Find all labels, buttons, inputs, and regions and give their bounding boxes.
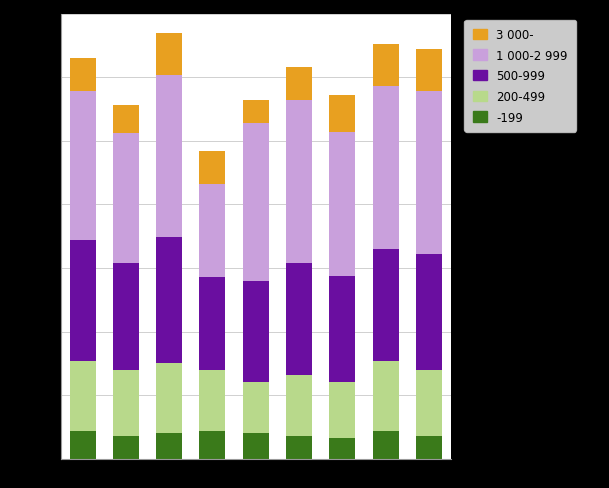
Bar [373, 361, 399, 431]
Bar [416, 92, 442, 254]
Bar [416, 254, 442, 370]
Bar [243, 101, 269, 124]
Bar [200, 277, 225, 370]
Bar [373, 431, 399, 459]
Bar [286, 101, 312, 264]
Bar [156, 364, 182, 433]
Bar [113, 264, 139, 370]
Bar [200, 152, 225, 184]
Bar [243, 383, 269, 433]
Bar [329, 438, 356, 459]
Bar [243, 124, 269, 281]
Bar [156, 238, 182, 364]
Bar [156, 76, 182, 238]
Bar [69, 92, 96, 241]
Bar [113, 106, 139, 134]
Bar [416, 370, 442, 436]
Bar [243, 281, 269, 383]
Bar [200, 431, 225, 459]
Bar [286, 436, 312, 459]
Bar [113, 436, 139, 459]
Bar [113, 370, 139, 436]
Bar [69, 431, 96, 459]
Bar [329, 96, 356, 133]
Bar [69, 361, 96, 431]
Legend: 3 000-, 1 000-2 999, 500-999, 200-499, -199: 3 000-, 1 000-2 999, 500-999, 200-499, -… [464, 20, 576, 133]
Bar [200, 184, 225, 277]
Bar [373, 249, 399, 361]
Bar [243, 433, 269, 459]
Bar [69, 241, 96, 361]
Bar [286, 375, 312, 436]
Bar [286, 68, 312, 101]
Bar [329, 133, 356, 276]
Bar [373, 87, 399, 249]
Bar [156, 433, 182, 459]
Bar [156, 34, 182, 76]
Bar [329, 276, 356, 383]
Bar [329, 383, 356, 438]
Bar [373, 45, 399, 87]
Bar [286, 264, 312, 375]
Bar [416, 436, 442, 459]
Bar [113, 134, 139, 264]
Bar [416, 50, 442, 92]
Bar [69, 59, 96, 92]
Bar [200, 370, 225, 431]
